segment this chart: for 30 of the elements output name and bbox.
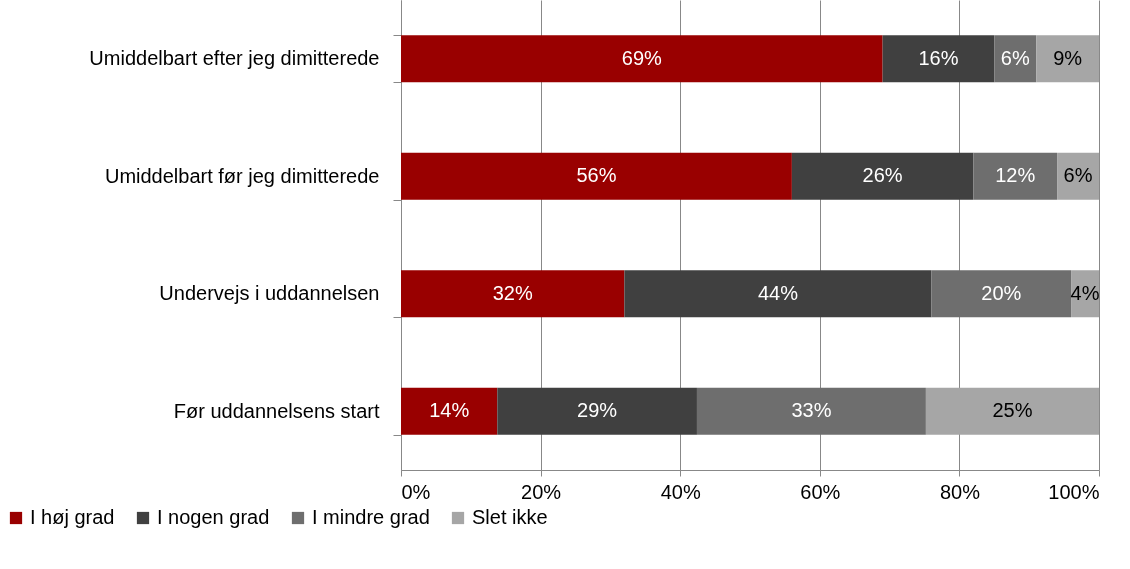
data-label: 25% [992, 399, 1033, 422]
data-label: 9% [1053, 46, 1083, 69]
data-label: 26% [862, 164, 903, 187]
y-tick-label: Umiddelbart før jeg dimitterede [104, 164, 380, 187]
data-label: 20% [981, 281, 1022, 304]
y-tick-label: Umiddelbart efter jeg dimitterede [89, 47, 380, 70]
x-tick-label: 0% [401, 480, 431, 503]
data-label: 69% [621, 46, 663, 69]
legend-label: Slet ikke [472, 506, 548, 528]
x-tick-label: 40% [660, 480, 701, 503]
legend-label: I høj grad [30, 506, 115, 528]
data-label: 6% [1063, 164, 1093, 187]
data-label: 16% [918, 46, 959, 69]
data-label: 14% [429, 399, 470, 422]
x-tick-label: 60% [800, 480, 841, 503]
y-tick-label: Undervejs i uddannelsen [159, 282, 380, 305]
data-label: 44% [757, 281, 799, 304]
legend-label: I mindre grad [312, 506, 430, 528]
data-label: 56% [576, 164, 617, 187]
data-label: 33% [791, 399, 832, 422]
x-tick-label: 100% [1048, 480, 1100, 503]
data-label: 4% [1070, 281, 1100, 304]
data-label: 32% [492, 281, 533, 304]
y-tick-label: Før uddannelsens start [173, 399, 380, 422]
x-tick-label: 20% [521, 480, 562, 503]
x-tick-label: 80% [939, 480, 981, 503]
legend-label: I nogen grad [157, 506, 270, 528]
data-label: 12% [995, 164, 1036, 187]
data-label: 29% [577, 399, 618, 422]
data-label: 6% [1000, 46, 1030, 69]
